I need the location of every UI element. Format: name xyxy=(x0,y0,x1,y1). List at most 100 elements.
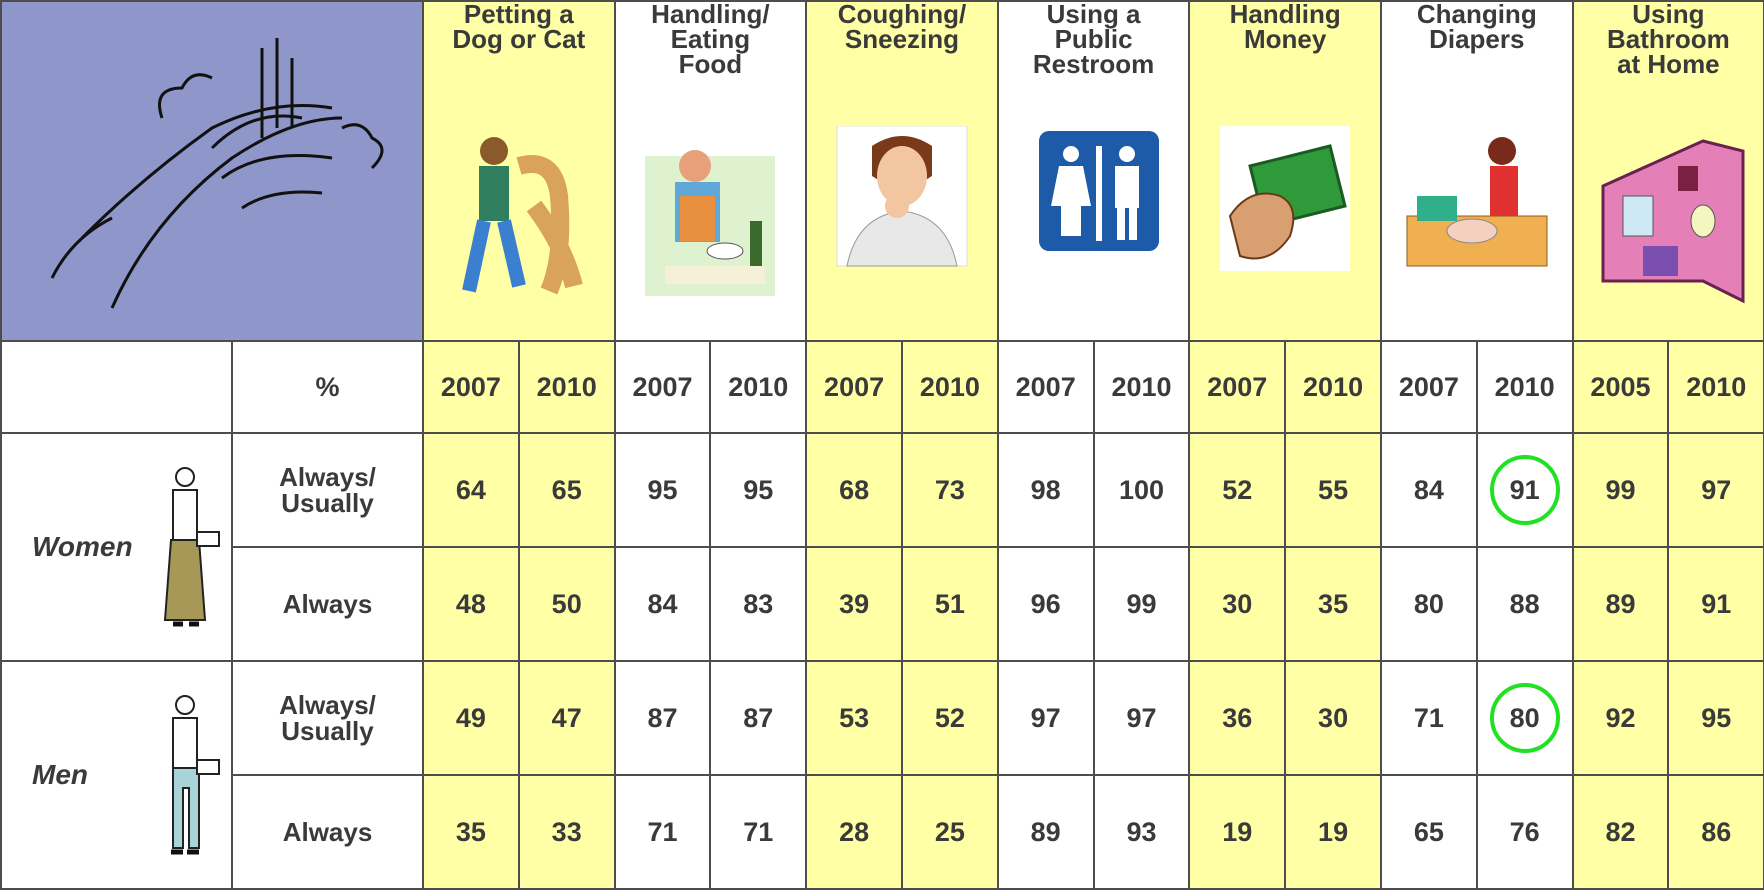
value-cell: 64 xyxy=(423,433,519,547)
value: 35 xyxy=(1318,589,1348,619)
value: 48 xyxy=(456,589,486,619)
year-label: 2007 xyxy=(423,341,519,433)
value-cell: 82 xyxy=(1573,775,1669,889)
value: 65 xyxy=(552,475,582,505)
value-cell: 97 xyxy=(1094,661,1190,775)
value-cell: 71 xyxy=(615,775,711,889)
value-cell: 95 xyxy=(615,433,711,547)
value-cell: 76 xyxy=(1477,775,1573,889)
highlighted-value: 80 xyxy=(1490,683,1560,753)
value-cell: 47 xyxy=(519,661,615,775)
value: 52 xyxy=(935,703,965,733)
activity-icon xyxy=(1200,126,1370,306)
year-label: 2010 xyxy=(1668,341,1764,433)
value-cell: 30 xyxy=(1189,547,1285,661)
value: 95 xyxy=(647,475,677,505)
activity-header: Coughing/ Sneezing xyxy=(806,1,998,341)
value: 100 xyxy=(1119,475,1164,505)
value-cell: 73 xyxy=(902,433,998,547)
value-cell: 86 xyxy=(1668,775,1764,889)
value: 84 xyxy=(647,589,677,619)
value: 97 xyxy=(1126,703,1156,733)
value: 19 xyxy=(1222,817,1252,847)
activity-name: Handling Money xyxy=(1190,2,1380,114)
value-cell: 87 xyxy=(710,661,806,775)
value: 98 xyxy=(1031,475,1061,505)
page: Petting a Dog or CatHandling/ Eating Foo… xyxy=(0,0,1764,890)
value-cell: 55 xyxy=(1285,433,1381,547)
value: 68 xyxy=(839,475,869,505)
value: 87 xyxy=(743,703,773,733)
value-cell: 91 xyxy=(1668,547,1764,661)
value-cell: 50 xyxy=(519,547,615,661)
value: 83 xyxy=(743,589,773,619)
value: 76 xyxy=(1510,817,1540,847)
value-cell: 97 xyxy=(998,661,1094,775)
year-label: 2010 xyxy=(902,341,998,433)
value-cell: 84 xyxy=(615,547,711,661)
value-cell: 35 xyxy=(1285,547,1381,661)
activity-icon xyxy=(817,126,987,306)
year-label: 2010 xyxy=(519,341,615,433)
value: 95 xyxy=(1701,703,1731,733)
activity-name: Using a Public Restroom xyxy=(999,2,1189,114)
value: 99 xyxy=(1605,475,1635,505)
value-cell: 33 xyxy=(519,775,615,889)
activity-header: Using Bathroom at Home xyxy=(1573,1,1764,341)
value-cell: 51 xyxy=(902,547,998,661)
value-cell: 87 xyxy=(615,661,711,775)
row-label: Always/ Usually xyxy=(232,661,423,775)
value: 30 xyxy=(1222,589,1252,619)
value-cell: 39 xyxy=(806,547,902,661)
activity-name: Handling/ Eating Food xyxy=(616,2,806,114)
value: 30 xyxy=(1318,703,1348,733)
activity-name: Petting a Dog or Cat xyxy=(424,2,614,114)
value-cell: 89 xyxy=(998,775,1094,889)
value-cell: 84 xyxy=(1381,433,1477,547)
value: 19 xyxy=(1318,817,1348,847)
woman-icon xyxy=(155,462,225,632)
percent-label: % xyxy=(232,341,423,433)
value-cell: 25 xyxy=(902,775,998,889)
year-label: 2007 xyxy=(998,341,1094,433)
value: 87 xyxy=(647,703,677,733)
hand-washing-illustration xyxy=(1,1,423,341)
group-wrap: Men xyxy=(2,690,231,860)
value-cell: 36 xyxy=(1189,661,1285,775)
value: 89 xyxy=(1605,589,1635,619)
value: 93 xyxy=(1126,817,1156,847)
value: 88 xyxy=(1510,589,1540,619)
value: 80 xyxy=(1414,589,1444,619)
value: 71 xyxy=(743,817,773,847)
value: 99 xyxy=(1126,589,1156,619)
value: 50 xyxy=(552,589,582,619)
activity-header: Using a Public Restroom xyxy=(998,1,1190,341)
value-cell: 48 xyxy=(423,547,519,661)
value: 71 xyxy=(1414,703,1444,733)
activity-icon xyxy=(434,126,604,306)
activity-header: Changing Diapers xyxy=(1381,1,1573,341)
value: 33 xyxy=(552,817,582,847)
value: 39 xyxy=(839,589,869,619)
hand-washing-table: Petting a Dog or CatHandling/ Eating Foo… xyxy=(0,0,1764,890)
value: 25 xyxy=(935,817,965,847)
value-cell: 53 xyxy=(806,661,902,775)
value-cell: 98 xyxy=(998,433,1094,547)
group-wrap: Women xyxy=(2,462,231,632)
year-label: 2005 xyxy=(1573,341,1669,433)
value-cell: 19 xyxy=(1285,775,1381,889)
activity-icon xyxy=(625,126,795,306)
value: 64 xyxy=(456,475,486,505)
value: 86 xyxy=(1701,817,1731,847)
value: 51 xyxy=(935,589,965,619)
value-cell: 71 xyxy=(1381,661,1477,775)
value: 96 xyxy=(1031,589,1061,619)
value-cell: 97 xyxy=(1668,433,1764,547)
year-label: 2007 xyxy=(806,341,902,433)
value-cell: 99 xyxy=(1094,547,1190,661)
